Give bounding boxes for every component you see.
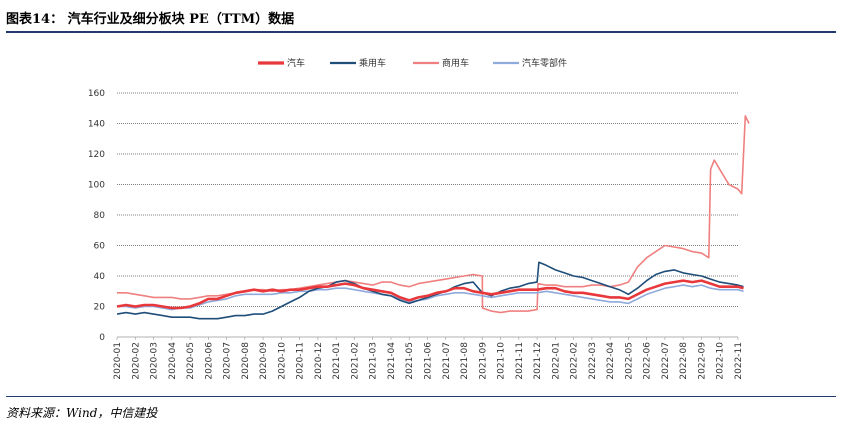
x-tick-label: 2021-07	[442, 342, 452, 380]
legend-label: 汽车	[287, 57, 305, 69]
x-tick-label: 2020-06	[204, 342, 214, 380]
legend-label: 乘用车	[359, 57, 386, 69]
x-tick-label: 2020-11	[296, 342, 306, 380]
x-tick-label: 2021-04	[387, 342, 397, 380]
x-tick-label: 2020-04	[168, 342, 178, 380]
x-tick-label: 2022-04	[606, 342, 616, 380]
series-lines	[116, 115, 750, 320]
series-line-0	[116, 279, 744, 310]
series-line-2	[117, 115, 750, 314]
x-tick-label: 2022-05	[624, 342, 634, 380]
x-tick-label: 2022-06	[643, 342, 653, 380]
y-tick-label: 160	[88, 89, 105, 99]
y-tick-label: 40	[94, 272, 106, 282]
y-tick-label: 60	[94, 242, 106, 252]
y-tick-label: 140	[88, 120, 105, 130]
x-tick-label: 2020-07	[223, 342, 233, 380]
x-tick-label: 2021-09	[478, 342, 488, 380]
x-tick-label: 2021-12	[533, 342, 543, 380]
x-tick-label: 2021-03	[369, 342, 379, 380]
footer-rule	[6, 396, 836, 397]
x-tick-label: 2022-07	[661, 342, 671, 380]
series-line-3	[117, 284, 744, 311]
x-tick-label: 2022-03	[588, 342, 598, 380]
x-tick-label: 2022-09	[697, 342, 707, 380]
y-tick-label: 0	[99, 333, 105, 343]
x-tick-label: 2021-08	[460, 342, 470, 380]
y-tick-label: 20	[94, 303, 106, 313]
x-tick-label: 2020-05	[186, 342, 196, 380]
x-tick-label: 2022-08	[679, 342, 689, 380]
x-tick-label: 2021-06	[424, 342, 434, 380]
x-tick-label: 2020-10	[277, 342, 287, 380]
legend: 汽车 乘用车 商用车 汽车零部件	[258, 57, 567, 69]
x-tick-label: 2021-11	[515, 342, 525, 380]
gridlines	[117, 92, 738, 338]
x-tick-label: 2020-01	[113, 342, 123, 380]
x-tick-label: 2022-02	[570, 342, 580, 380]
x-tick-label: 2020-08	[241, 342, 251, 380]
chart-title: 图表14： 汽车行业及细分板块 PE（TTM）数据	[6, 12, 295, 27]
x-tick-label: 2022-10	[716, 342, 726, 380]
x-tick-label: 2020-12	[314, 342, 324, 380]
x-tick-label: 2020-02	[131, 342, 141, 380]
series-line-1	[116, 261, 744, 320]
x-tick-label: 2021-02	[350, 342, 360, 380]
x-tick-label: 2020-03	[150, 342, 160, 380]
x-tick-label: 2021-10	[497, 342, 507, 380]
legend-label: 汽车零部件	[522, 57, 567, 69]
legend-label: 商用车	[442, 57, 469, 69]
y-tick-label: 100	[88, 181, 105, 191]
y-axis-ticks: 0 20 40 60 80 100 120 140 160	[88, 89, 105, 343]
x-tick-label: 2022-01	[551, 342, 561, 380]
x-tick-label: 2020-09	[259, 342, 269, 380]
source-note: 资料来源：Wind，中信建投	[6, 406, 158, 420]
y-tick-label: 80	[94, 211, 106, 221]
x-tick-label: 2021-01	[332, 342, 342, 380]
x-tick-label: 2022-11	[734, 342, 744, 380]
header-rule	[6, 31, 836, 33]
x-axis-ticks: 2020-01 2020-02 2020-03 2020-04 2020-05 2020-…	[113, 337, 744, 380]
y-tick-label: 120	[88, 150, 105, 160]
x-tick-label: 2021-05	[405, 342, 415, 380]
